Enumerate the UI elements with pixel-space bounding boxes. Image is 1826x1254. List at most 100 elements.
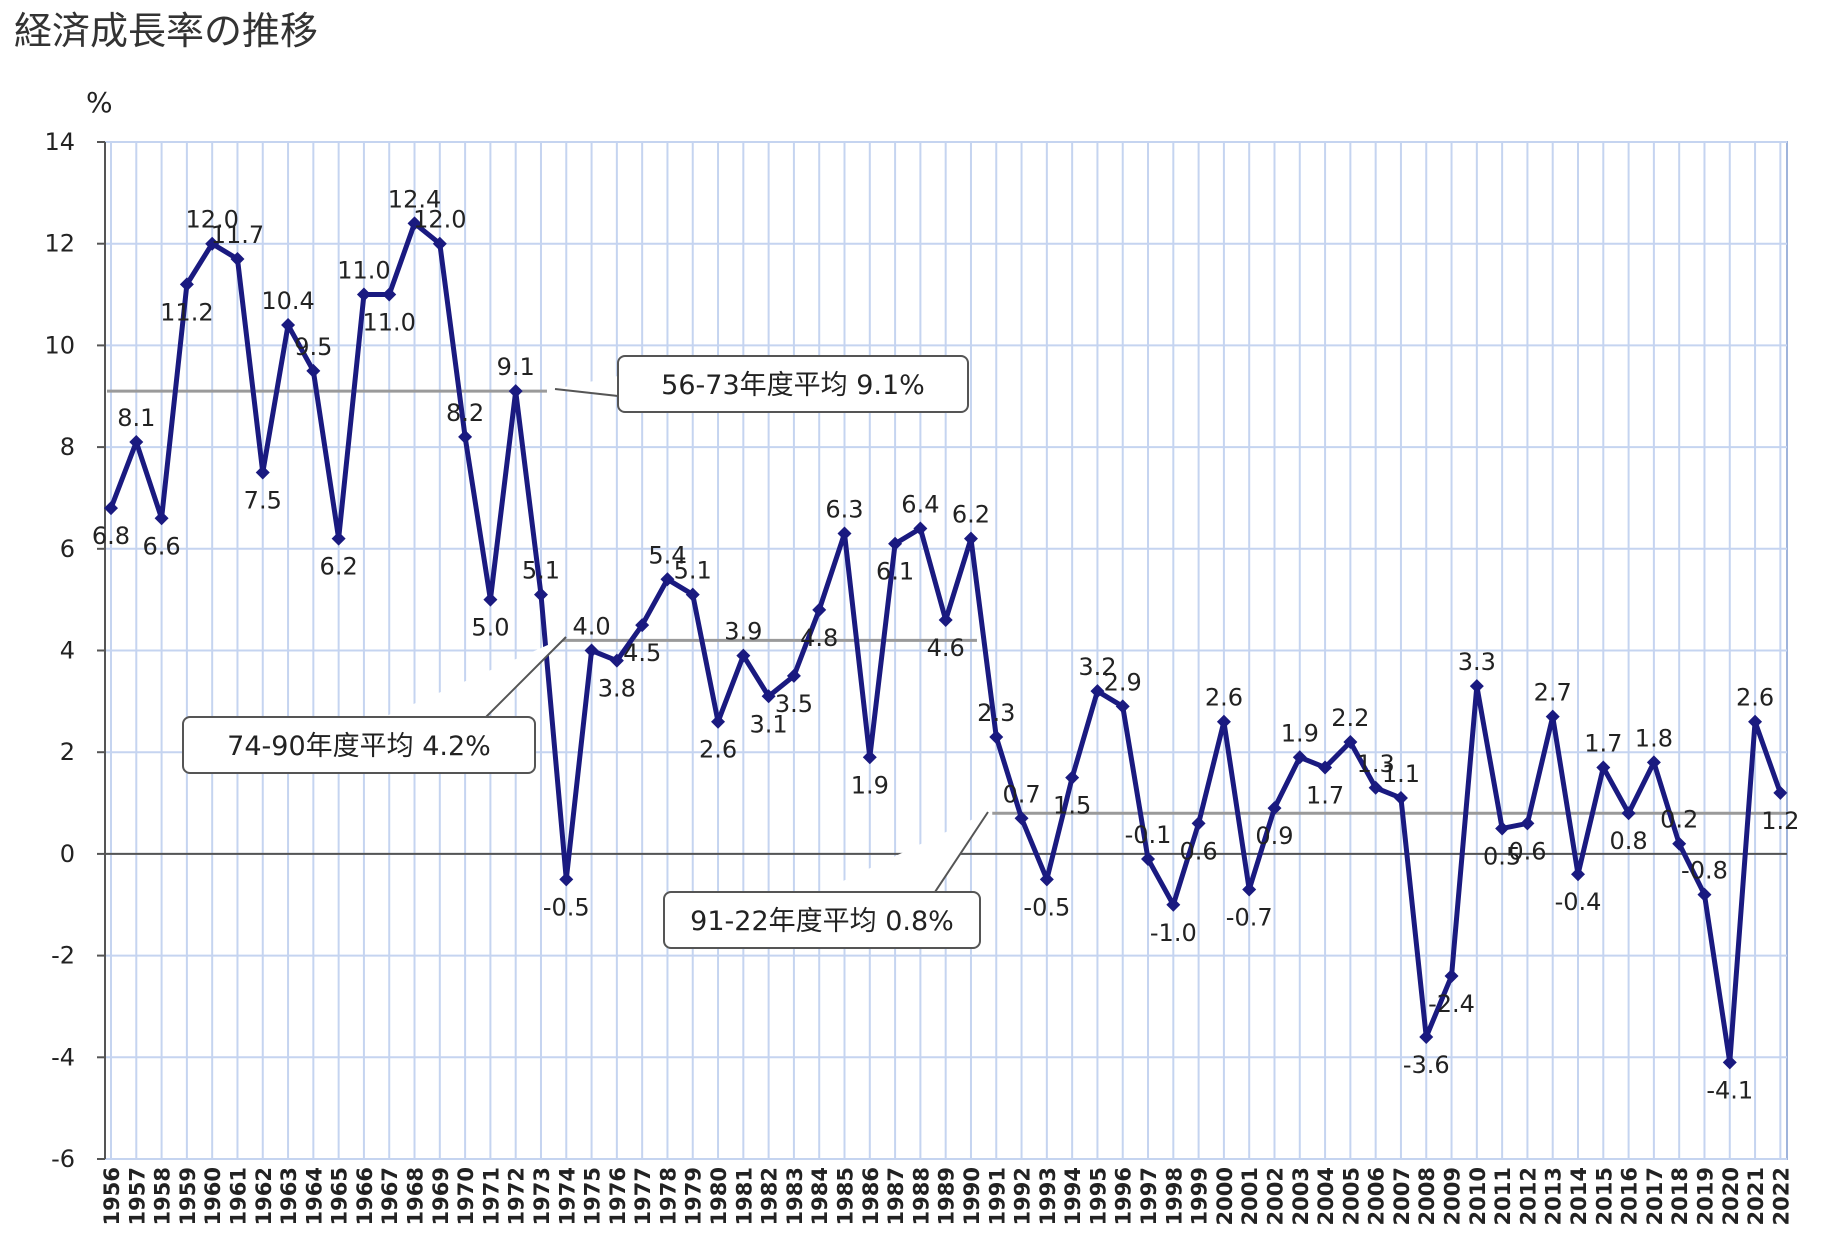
x-tick-label: 1972	[505, 1167, 529, 1225]
data-label: 6.2	[320, 553, 358, 581]
y-tick-label: 6	[60, 535, 75, 563]
x-tick-label: 1996	[1112, 1167, 1136, 1225]
data-point	[989, 729, 1004, 744]
x-tick-label: 2003	[1289, 1167, 1313, 1225]
data-label: 6.1	[876, 558, 914, 586]
x-tick-label: 1956	[100, 1167, 124, 1225]
data-label: 1.2	[1761, 807, 1799, 835]
data-label: 3.1	[750, 710, 788, 738]
data-point	[1748, 714, 1763, 729]
data-label: -0.1	[1125, 821, 1172, 849]
data-point	[382, 287, 397, 302]
data-label: 11.7	[211, 221, 264, 249]
x-tick-label: 2015	[1592, 1167, 1616, 1225]
data-point	[154, 511, 169, 526]
x-tick-label: 2022	[1769, 1167, 1793, 1225]
data-point	[1267, 801, 1282, 816]
y-tick-label: 2	[60, 738, 75, 766]
data-label: 5.1	[674, 557, 712, 585]
data-point	[129, 435, 144, 450]
data-point	[888, 536, 903, 551]
y-axis: 14 12 10 8 6 4 2 0 -2 -4 -6	[44, 128, 106, 1173]
x-tick-label: 1997	[1137, 1167, 1161, 1225]
data-label: 1.8	[1635, 724, 1673, 752]
data-label: 1.7	[1584, 729, 1622, 757]
data-label: 6.3	[825, 496, 863, 524]
data-label: -3.6	[1403, 1051, 1450, 1079]
data-label: 7.5	[244, 487, 282, 515]
data-point	[432, 236, 447, 251]
data-label: 2.6	[699, 736, 737, 764]
data-label: 12.4	[388, 185, 441, 213]
x-tick-label: 1994	[1061, 1167, 1085, 1225]
data-point	[862, 750, 877, 765]
data-point	[533, 587, 548, 602]
x-tick-label: 1975	[581, 1167, 605, 1225]
data-label: 2.9	[1104, 668, 1142, 696]
data-label: -2.4	[1428, 990, 1475, 1018]
average-callout: 74-90年度平均 4.2%	[182, 636, 567, 774]
data-point	[1697, 887, 1712, 902]
data-point	[1115, 699, 1130, 714]
data-point	[179, 277, 194, 292]
x-tick-label: 1982	[758, 1167, 782, 1225]
data-label: 3.5	[775, 690, 813, 718]
x-tick-label: 1973	[530, 1167, 554, 1225]
data-label: 8.1	[117, 404, 155, 432]
y-tick-label: -6	[51, 1145, 75, 1173]
y-tick-label: -4	[51, 1043, 75, 1071]
data-point	[483, 592, 498, 607]
data-point	[1065, 770, 1080, 785]
data-label: 3.9	[724, 618, 762, 646]
data-label: 10.4	[261, 287, 314, 315]
data-label: 4.8	[800, 624, 838, 652]
data-point	[1039, 872, 1054, 887]
x-tick-label: 2008	[1415, 1167, 1439, 1225]
x-tick-label: 2019	[1693, 1167, 1717, 1225]
data-point	[584, 643, 599, 658]
data-point	[1242, 882, 1257, 897]
data-labels: 6.88.16.611.212.011.77.510.49.56.211.011…	[92, 185, 1800, 1104]
data-point	[255, 465, 270, 480]
data-point	[559, 872, 574, 887]
data-point	[306, 363, 321, 378]
data-label: 0.6	[1180, 837, 1218, 865]
data-label: 0.5	[1483, 842, 1521, 870]
data-label: 12.0	[185, 206, 238, 234]
data-label: 3.3	[1458, 648, 1496, 676]
data-point	[837, 526, 852, 541]
x-tick-label: 2016	[1618, 1167, 1642, 1225]
x-tick-label: 1967	[378, 1167, 402, 1225]
data-point	[331, 531, 346, 546]
x-tick-label: 2001	[1238, 1167, 1262, 1225]
data-label: 1.9	[851, 771, 889, 799]
data-point	[1141, 851, 1156, 866]
y-tick-label: 10	[44, 331, 75, 359]
data-point	[812, 602, 827, 617]
data-label: 11.2	[160, 298, 213, 326]
x-tick-label: 1989	[935, 1167, 959, 1225]
data-point	[1393, 790, 1408, 805]
data-point	[635, 618, 650, 633]
y-tick-label: 8	[60, 433, 75, 461]
data-label: -1.0	[1150, 919, 1197, 947]
data-point	[913, 521, 928, 536]
x-tick-label: 1979	[682, 1167, 706, 1225]
y-tick-label: 12	[44, 230, 75, 258]
data-label: 2.2	[1331, 704, 1369, 732]
data-point	[356, 287, 371, 302]
data-point	[1722, 1055, 1737, 1070]
callout-box	[182, 716, 536, 774]
grid-lines	[105, 141, 1787, 1160]
x-tick-label: 1998	[1162, 1167, 1186, 1225]
data-point	[1318, 760, 1333, 775]
x-axis: 1956 1957 1958 1959 1960 1961 1962 1963 1964 1965…	[100, 1167, 1793, 1225]
x-tick-label: 1990	[960, 1167, 984, 1225]
data-point	[786, 668, 801, 683]
callout-label: 91-22年度平均 0.8%	[690, 906, 954, 937]
x-tick-label: 2013	[1542, 1167, 1566, 1225]
data-label: 4.5	[623, 639, 661, 667]
x-tick-label: 1976	[606, 1167, 630, 1225]
data-label: 11.0	[363, 309, 416, 337]
